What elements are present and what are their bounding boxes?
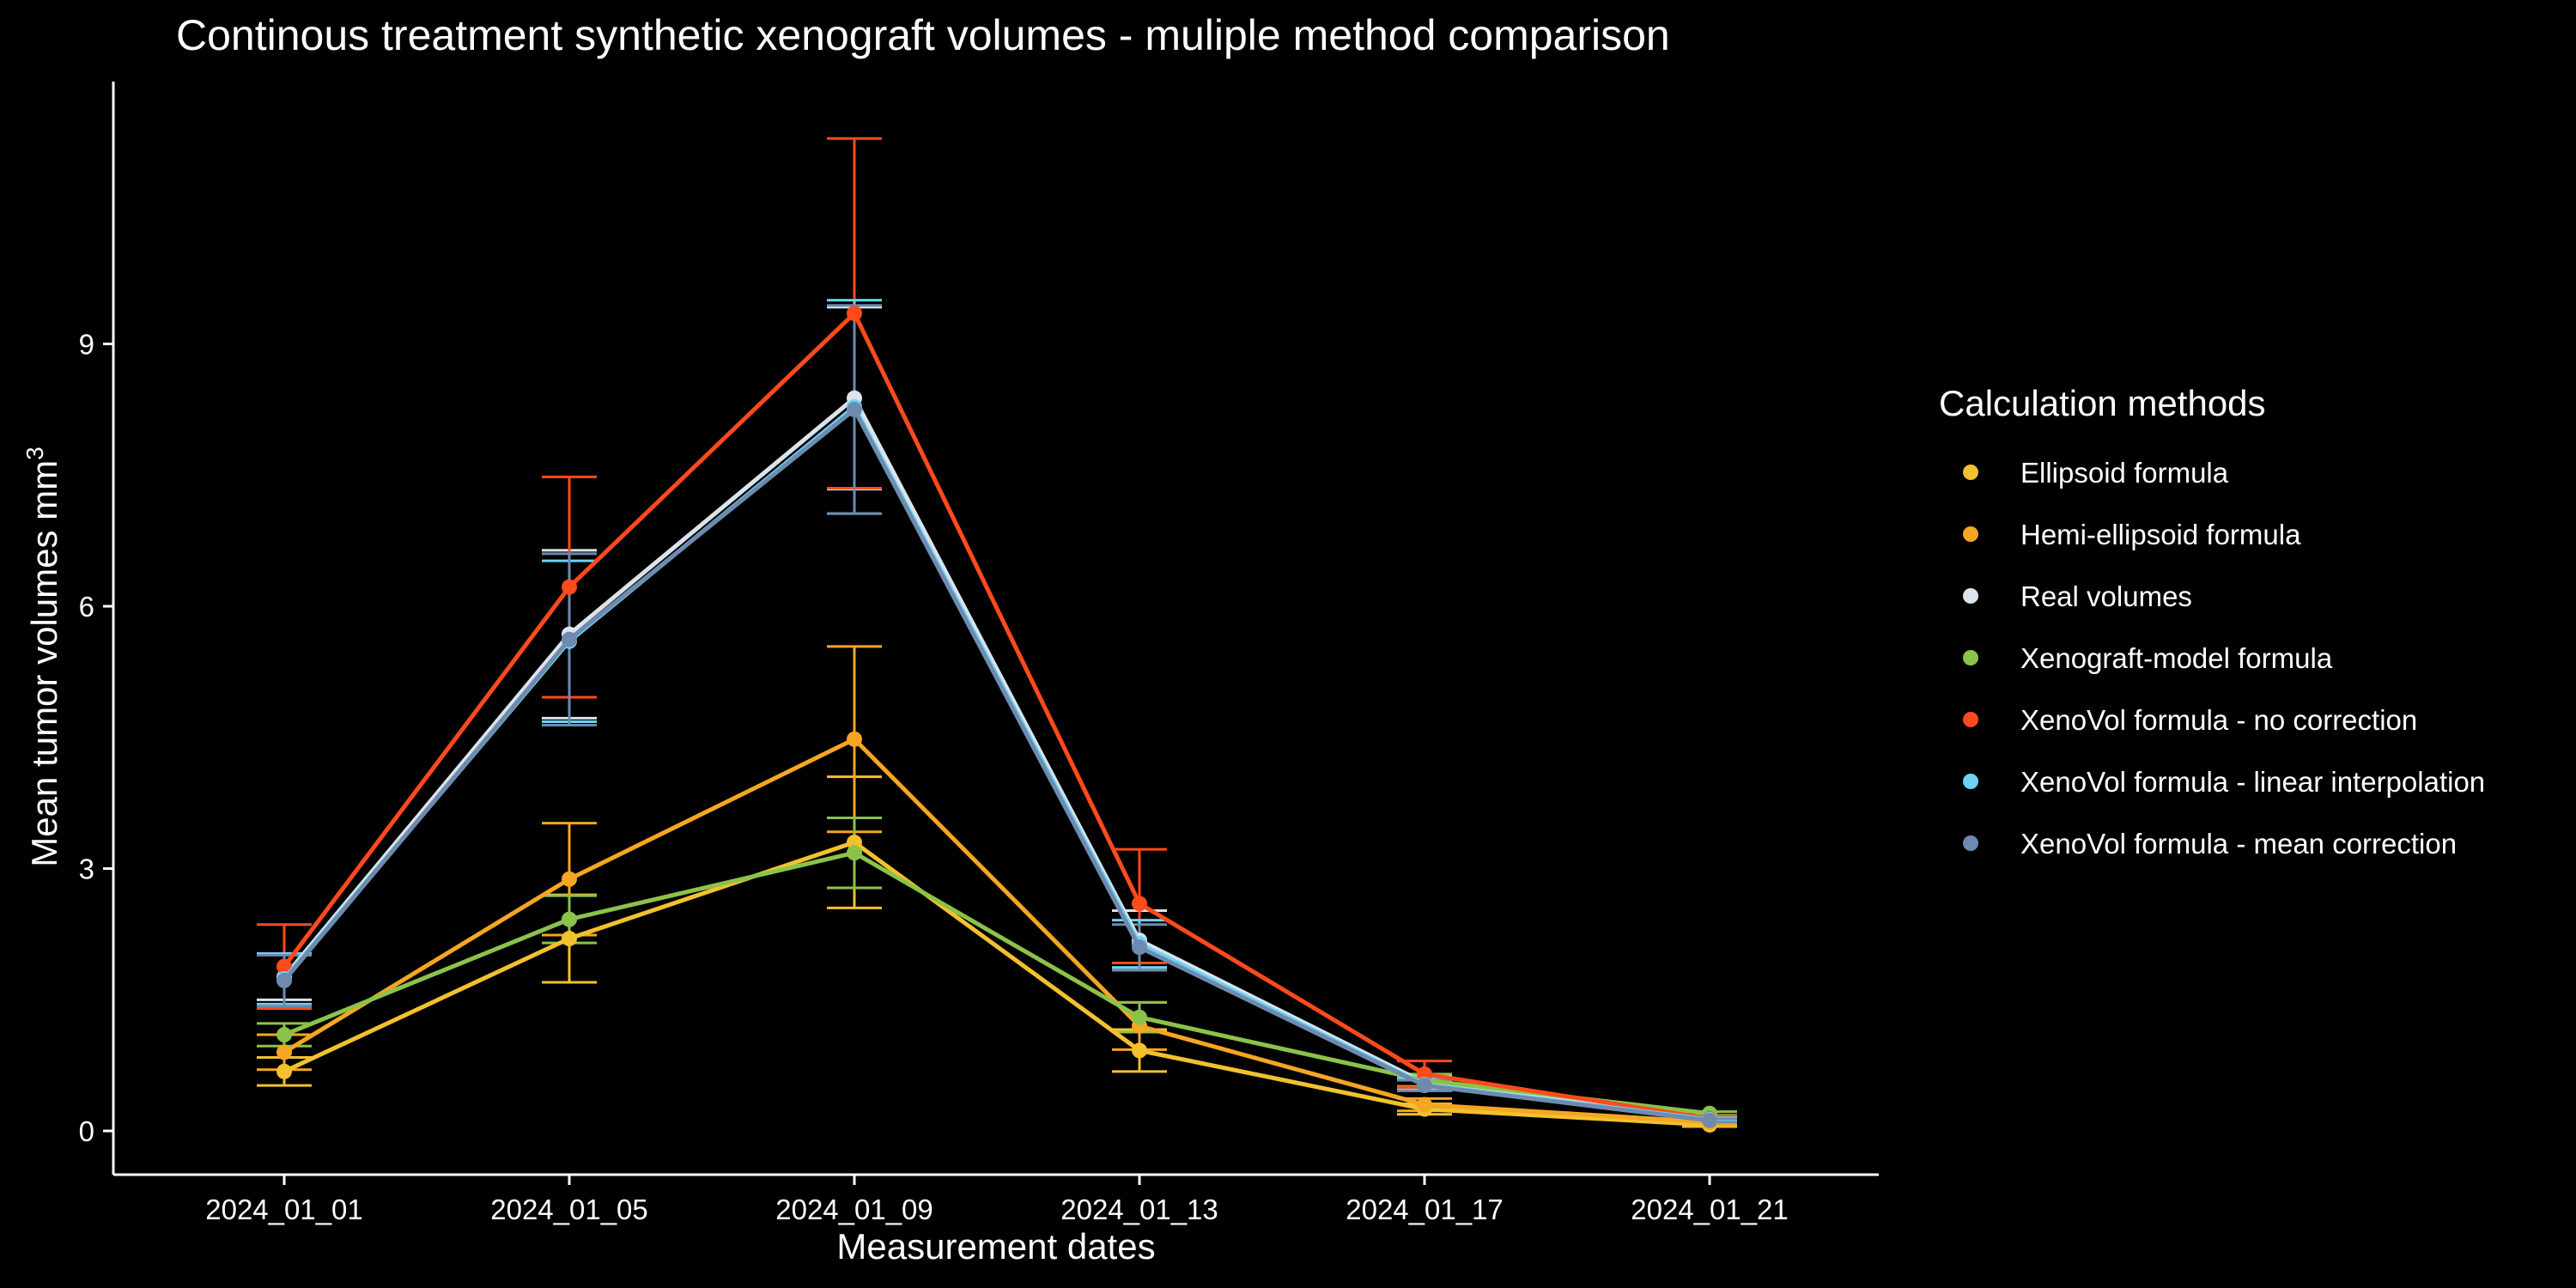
data-point: [1132, 1009, 1147, 1025]
legend-item: Hemi-ellipsoid formula: [1963, 519, 2301, 550]
legend-item-label: Ellipsoid formula: [2020, 457, 2229, 489]
series-group: [276, 401, 1717, 1128]
y-tick-label: 3: [79, 854, 94, 885]
x-tick-label: 2024_01_13: [1060, 1194, 1218, 1225]
series-group: [276, 731, 1717, 1130]
data-point: [847, 305, 862, 321]
x-tick-label: 2024_01_17: [1346, 1194, 1504, 1225]
x-axis-title: Measurement dates: [836, 1226, 1155, 1267]
series-line: [283, 840, 1710, 1127]
x-tick-label: 2024_01_21: [1631, 1194, 1789, 1225]
y-axis-title: Mean tumor volumes mm3: [21, 447, 64, 866]
data-point: [847, 731, 862, 747]
legend-item: XenoVol formula - no correction: [1963, 704, 2417, 736]
series-line: [283, 407, 1710, 1123]
legend-item-label: XenoVol formula - no correction: [2020, 704, 2417, 736]
y-axis-title-superscript: 3: [21, 447, 48, 460]
data-point: [1132, 896, 1147, 912]
legend-item: Ellipsoid formula: [1963, 457, 2229, 489]
data-point: [847, 845, 862, 861]
legend-key-marker: [1963, 465, 1978, 480]
data-point: [847, 401, 862, 417]
legend-key-marker: [1963, 650, 1978, 665]
data-point: [276, 1063, 292, 1079]
legend-item-label: Hemi-ellipsoid formula: [2020, 519, 2301, 550]
data-point: [1702, 1112, 1717, 1128]
data-point: [1132, 1042, 1147, 1059]
legend-item-label: Xenograft-model formula: [2020, 642, 2333, 674]
legend-item: XenoVol formula - mean correction: [1963, 828, 2457, 860]
data-point: [1132, 939, 1147, 956]
data-point: [562, 931, 577, 947]
data-point: [562, 871, 577, 887]
data-point: [276, 972, 292, 988]
legend-key-marker: [1963, 835, 1978, 851]
x-tick-label: 2024_01_01: [205, 1194, 363, 1225]
legend-item-label: XenoVol formula - mean correction: [2020, 828, 2457, 860]
legend-item-label: XenoVol formula - linear interpolation: [2020, 766, 2485, 798]
legend-key-marker: [1963, 526, 1978, 542]
legend-title: Calculation methods: [1939, 383, 2266, 423]
data-point: [276, 1027, 292, 1043]
legend-key-marker: [1963, 712, 1978, 727]
y-tick-label: 9: [79, 329, 94, 361]
legend-item-label: Real volumes: [2020, 580, 2192, 612]
data-point: [276, 958, 292, 975]
data-point: [1417, 1097, 1432, 1113]
legend: Calculation methods Ellipsoid formula Hem…: [1939, 383, 2485, 860]
legend-key-marker: [1963, 774, 1978, 789]
chart-title: Continous treatment synthetic xenograft …: [176, 11, 1670, 59]
legend-item: Xenograft-model formula: [1963, 642, 2333, 674]
x-tick-label: 2024_01_05: [490, 1194, 648, 1225]
data-point: [276, 1044, 292, 1060]
y-tick-label: 6: [79, 591, 94, 623]
plot-area: [257, 137, 1737, 1133]
data-point: [562, 631, 577, 647]
series-line: [283, 311, 1710, 1121]
legend-item: Real volumes: [1963, 580, 2192, 612]
x-tick-label: 2024_01_09: [775, 1194, 933, 1225]
series-line: [283, 737, 1710, 1125]
legend-key-marker: [1963, 588, 1978, 604]
data-point: [562, 911, 577, 927]
y-tick-label: 0: [79, 1115, 94, 1147]
data-point: [562, 579, 577, 595]
y-axis-title-text: Mean tumor volumes mm: [24, 460, 64, 867]
axes: 0 3 6 9 2024_01_01 2024_01_05 2024_01_09 2024_0…: [79, 82, 1879, 1225]
data-point: [1417, 1078, 1432, 1094]
series-line: [283, 850, 1710, 1116]
legend-item: XenoVol formula - linear interpolation: [1963, 766, 2485, 798]
